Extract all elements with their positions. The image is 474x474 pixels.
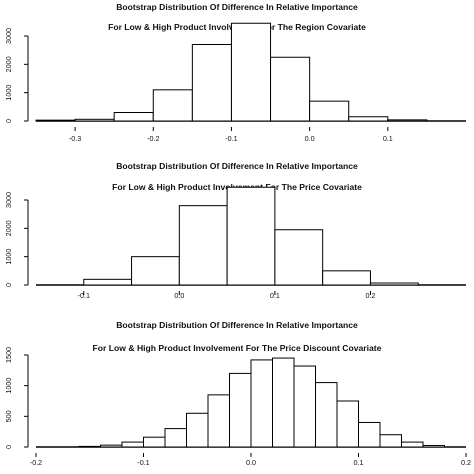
x-tick-label: -0.1 <box>78 291 90 300</box>
histogram-panel-3: Bootstrap Distribution Of Difference In … <box>4 320 471 467</box>
histogram-bar <box>379 434 402 448</box>
histogram-panel-1: Bootstrap Distribution Of Difference In … <box>4 2 466 143</box>
histogram-bar <box>83 278 133 286</box>
x-tick-label: 0.2 <box>365 291 375 300</box>
histogram-bar <box>401 441 424 448</box>
histogram-bar <box>348 116 389 122</box>
histogram-bar <box>74 118 115 122</box>
y-tick-label: 0 <box>4 283 13 287</box>
x-tick-label: -0.2 <box>30 458 42 467</box>
histogram-bar <box>422 444 445 448</box>
x-tick-label: 0.1 <box>354 458 364 467</box>
y-tick-label: 2000 <box>4 220 13 236</box>
x-tick-label: 0.0 <box>174 291 184 300</box>
histogram-bar <box>152 89 193 122</box>
y-tick-label: 0 <box>4 119 13 123</box>
histogram-bar <box>113 112 154 122</box>
histogram-bar <box>121 441 144 448</box>
histogram-bar <box>293 365 316 448</box>
histogram-bar <box>272 357 295 448</box>
histogram-bar <box>358 421 381 448</box>
x-tick-label: 0.0 <box>246 458 256 467</box>
chart-title: Bootstrap Distribution Of Difference In … <box>116 2 358 12</box>
histogram-bar <box>229 372 252 448</box>
histogram-bar <box>387 119 428 122</box>
histogram-bar <box>164 428 187 448</box>
y-tick-label: 1500 <box>4 347 13 363</box>
histogram-bar <box>35 119 76 122</box>
y-tick-label: 1000 <box>4 85 13 101</box>
histogram-bar <box>369 282 419 286</box>
histogram-bar <box>143 436 166 448</box>
histogram-bar <box>131 256 180 286</box>
histogram-bar <box>226 186 276 286</box>
chart-title: Bootstrap Distribution Of Difference In … <box>116 320 358 330</box>
x-tick-label: -0.1 <box>137 458 149 467</box>
x-tick-label: 0.1 <box>383 134 393 143</box>
y-tick-label: 1000 <box>4 249 13 265</box>
histogram-bar <box>336 400 359 448</box>
y-tick-label: 500 <box>4 410 13 422</box>
histogram-bar <box>191 44 232 122</box>
x-tick-label: -0.3 <box>69 134 81 143</box>
histogram-bar <box>322 270 371 286</box>
histogram-bar <box>250 359 273 448</box>
y-tick-label: 0 <box>4 445 13 449</box>
histogram-bar <box>274 229 324 286</box>
chart-title: Bootstrap Distribution Of Difference In … <box>116 161 358 171</box>
histogram-bar <box>315 382 338 448</box>
chart-subtitle: For Low & High Product Involvement For T… <box>93 343 382 353</box>
y-tick-label: 3000 <box>4 192 13 208</box>
y-tick-label: 1000 <box>4 378 13 394</box>
x-tick-label: 0.0 <box>305 134 315 143</box>
histogram-bar <box>207 394 230 448</box>
histogram-panel-2: Bootstrap Distribution Of Difference In … <box>4 161 466 300</box>
histogram-bar <box>270 56 311 122</box>
x-tick-label: -0.2 <box>147 134 159 143</box>
histogram-bar <box>178 205 228 286</box>
x-tick-label: -0.1 <box>225 134 237 143</box>
histogram-bar <box>230 22 272 122</box>
histogram-bar <box>78 445 101 448</box>
x-tick-label: 0.1 <box>270 291 280 300</box>
histogram-bar <box>100 444 123 448</box>
y-tick-label: 3000 <box>4 28 13 44</box>
x-tick-label: 0.2 <box>461 458 471 467</box>
y-tick-label: 2000 <box>4 56 13 72</box>
histogram-bar <box>309 100 350 122</box>
histogram-bar <box>186 412 209 448</box>
